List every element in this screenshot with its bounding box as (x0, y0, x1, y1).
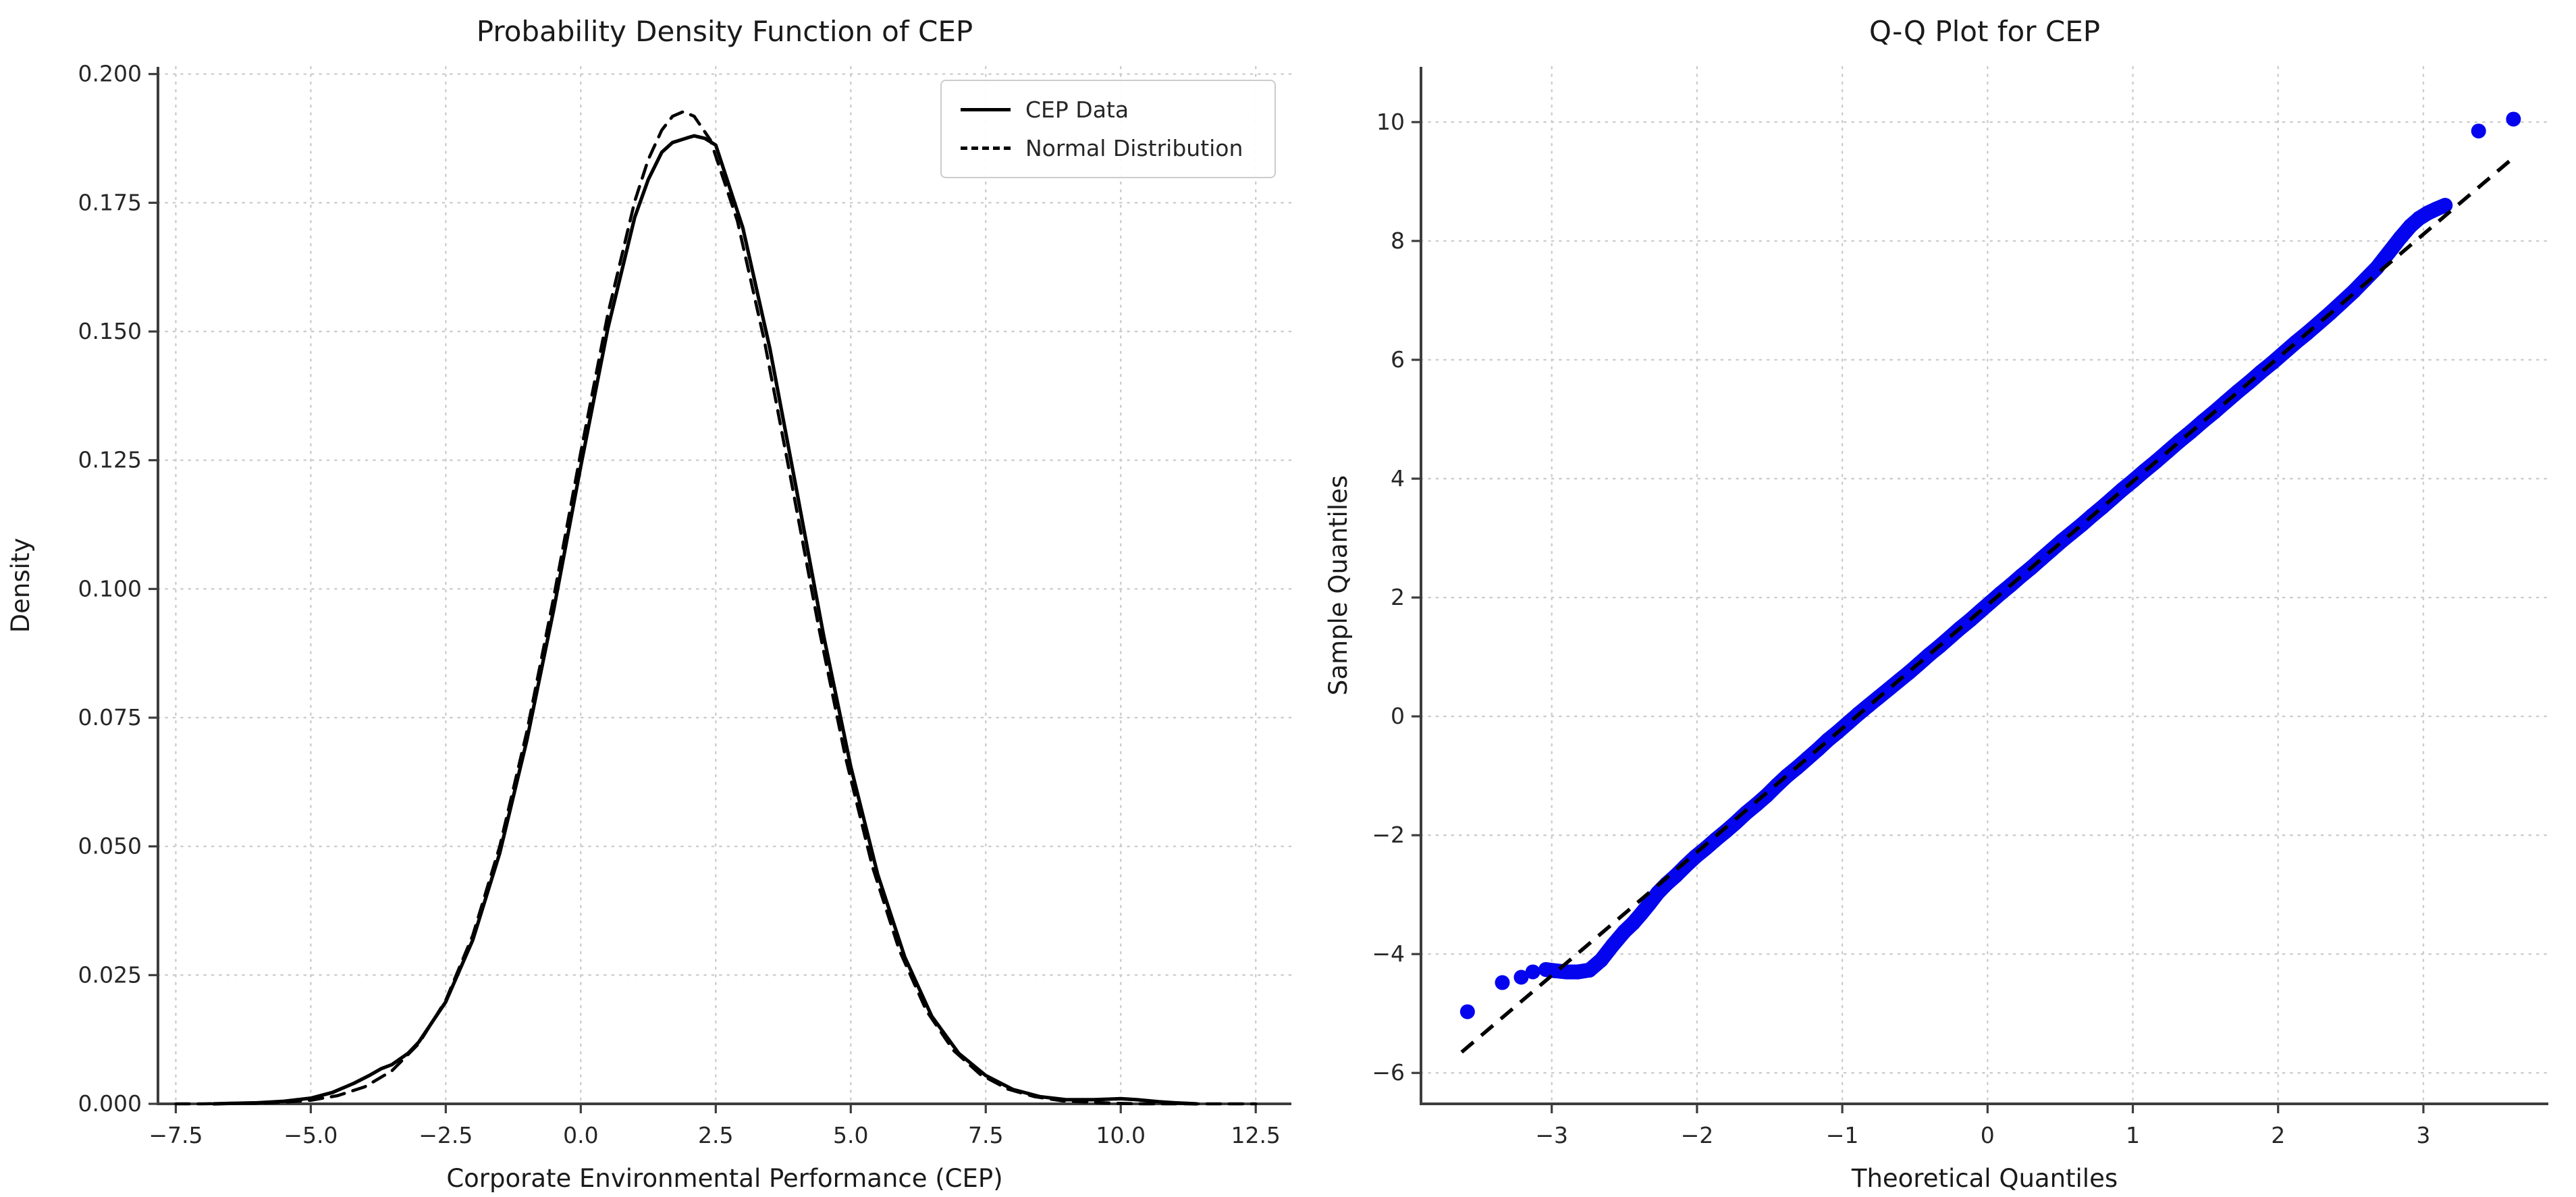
x-tick-label: 0.0 (563, 1122, 598, 1148)
y-tick-label: 0.175 (78, 189, 142, 215)
qq-point (1593, 952, 1609, 967)
x-tick-label: 3 (2416, 1122, 2430, 1148)
qq-point (1708, 832, 1723, 847)
x-tick-label: −2 (1681, 1122, 1714, 1148)
y-tick-label: 8 (1391, 228, 1405, 254)
x-tick-label: −1 (1826, 1122, 1859, 1148)
qq-point (1495, 975, 1510, 990)
qq-point (2506, 111, 2521, 127)
y-tick-label: 0.075 (78, 704, 142, 730)
qq-point (1739, 805, 1754, 820)
dashed-line-swatch-icon (961, 147, 1011, 150)
legend-label-normal-distribution: Normal Distribution (1025, 135, 1243, 161)
pdf-title: Probability Density Function of CEP (476, 14, 973, 48)
qq-point (1698, 841, 1713, 856)
qq-point (2357, 272, 2373, 288)
x-tick-label: −5.0 (284, 1122, 338, 1148)
pdf-legend: CEP Data Normal Distribution (940, 80, 1276, 178)
x-tick-label: −7.5 (149, 1122, 203, 1148)
qq-point (1667, 868, 1683, 884)
qq-title: Q-Q Plot for CEP (1869, 14, 2101, 48)
pdf-xlabel: Corporate Environmental Performance (CEP… (446, 1163, 1003, 1193)
qq-gridlines (1420, 65, 2550, 1105)
y-tick-label: −6 (1372, 1059, 1405, 1086)
qq-point (1626, 915, 1641, 931)
qq-point (1547, 963, 1562, 978)
qq-point (2438, 198, 2453, 213)
x-tick-label: 7.5 (968, 1122, 1003, 1148)
qq-point (1688, 849, 1703, 864)
solid-line-swatch-icon (961, 108, 1011, 111)
qq-xlabel: Theoretical Quantiles (1851, 1163, 2118, 1193)
legend-label-cep-data: CEP Data (1025, 97, 1129, 123)
y-tick-label: 6 (1391, 346, 1405, 373)
y-tick-label: 0.100 (78, 575, 142, 602)
y-tick-label: 0.050 (78, 833, 142, 859)
qq-point (1641, 897, 1657, 912)
qq-reference-line (1460, 159, 2512, 1054)
y-tick-label: 2 (1391, 584, 1405, 610)
qq-point (1570, 964, 1586, 980)
x-tick-label: 10.0 (1096, 1122, 1145, 1148)
pdf-plot-area: −7.5 −5.0 −2.5 0.0 2.5 5.0 7.5 10.0 12.5 0.000 0.0… (78, 61, 1293, 1148)
qq-point (2471, 124, 2486, 139)
qq-point (1513, 969, 1529, 985)
pdf-gridlines (157, 65, 1293, 1105)
y-tick-label: 0.125 (78, 447, 142, 473)
y-tick-label: −4 (1372, 940, 1405, 967)
qq-point (1728, 814, 1744, 830)
x-tick-label: 2.5 (698, 1122, 733, 1148)
y-tick-label: 10 (1376, 109, 1405, 135)
qq-point (1759, 788, 1775, 803)
y-tick-label: 0.150 (78, 318, 142, 344)
qq-point (1525, 964, 1540, 980)
pdf-ticks: −7.5 −5.0 −2.5 0.0 2.5 5.0 7.5 10.0 12.5 0.000 0.0… (78, 61, 1281, 1148)
qq-plot-area: −3 −2 −1 0 1 2 3 −6 −4 −2 0 2 4 6 8 10 (1372, 65, 2550, 1148)
y-tick-label: 4 (1391, 465, 1405, 491)
qq-point (2381, 245, 2396, 261)
legend-row-normal-distribution: Normal Distribution (961, 135, 1261, 161)
kde-curve (211, 134, 1198, 1106)
y-tick-label: 0.025 (78, 961, 142, 988)
y-tick-label: 0 (1391, 703, 1405, 729)
qq-point (1582, 962, 1597, 978)
y-tick-label: 0.000 (78, 1090, 142, 1117)
x-tick-label: 1 (2126, 1122, 2140, 1148)
x-tick-label: −3 (1535, 1122, 1568, 1148)
qq-point (2392, 230, 2408, 246)
y-tick-label: −2 (1372, 822, 1405, 848)
y-tick-label: 0.200 (78, 61, 142, 87)
qq-point (1718, 823, 1734, 839)
qq-point (1605, 937, 1621, 953)
x-tick-label: 5.0 (833, 1122, 868, 1148)
qq-point (1678, 858, 1693, 874)
legend-row-cep-data: CEP Data (961, 97, 1261, 123)
pdf-ylabel: Density (5, 537, 35, 633)
qq-ylabel: Sample Quantiles (1323, 475, 1353, 696)
x-tick-label: 12.5 (1231, 1122, 1280, 1148)
qq-point (1459, 1004, 1475, 1019)
x-tick-label: 2 (2271, 1122, 2285, 1148)
qq-ticks: −3 −2 −1 0 1 2 3 −6 −4 −2 0 2 4 6 8 10 (1372, 109, 2430, 1148)
x-tick-label: −2.5 (419, 1122, 473, 1148)
x-tick-label: 0 (1981, 1122, 1995, 1148)
